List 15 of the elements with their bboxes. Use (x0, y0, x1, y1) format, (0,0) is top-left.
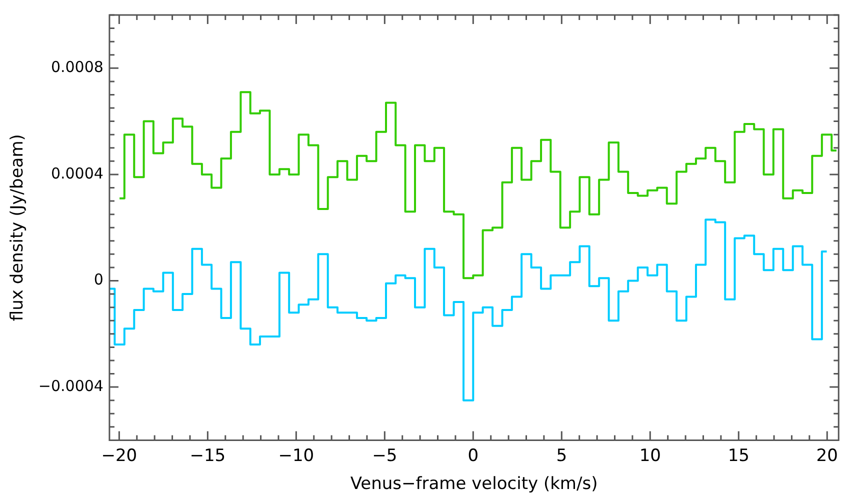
x-tick-label: 5 (556, 446, 568, 466)
y-tick-label: −0.0004 (38, 376, 104, 395)
y-tick-label: 0.0004 (50, 164, 104, 182)
x-tick-label: 15 (728, 446, 750, 466)
y-tick-label: 0 (94, 270, 104, 289)
x-tick-label: −10 (278, 446, 314, 466)
x-tick-label: −5 (372, 446, 398, 466)
x-tick-label: 0 (468, 446, 479, 466)
x-tick-label: −15 (190, 446, 226, 466)
x-axis-title: Venus−frame velocity (km/s) (350, 474, 598, 494)
y-tick-label: 0.0008 (50, 58, 104, 76)
x-tick-label: 20 (816, 446, 838, 466)
y-axis-title: flux density (Jy/beam) (8, 134, 28, 322)
x-tick-label: −20 (101, 446, 138, 466)
x-tick-label: 10 (639, 446, 661, 466)
